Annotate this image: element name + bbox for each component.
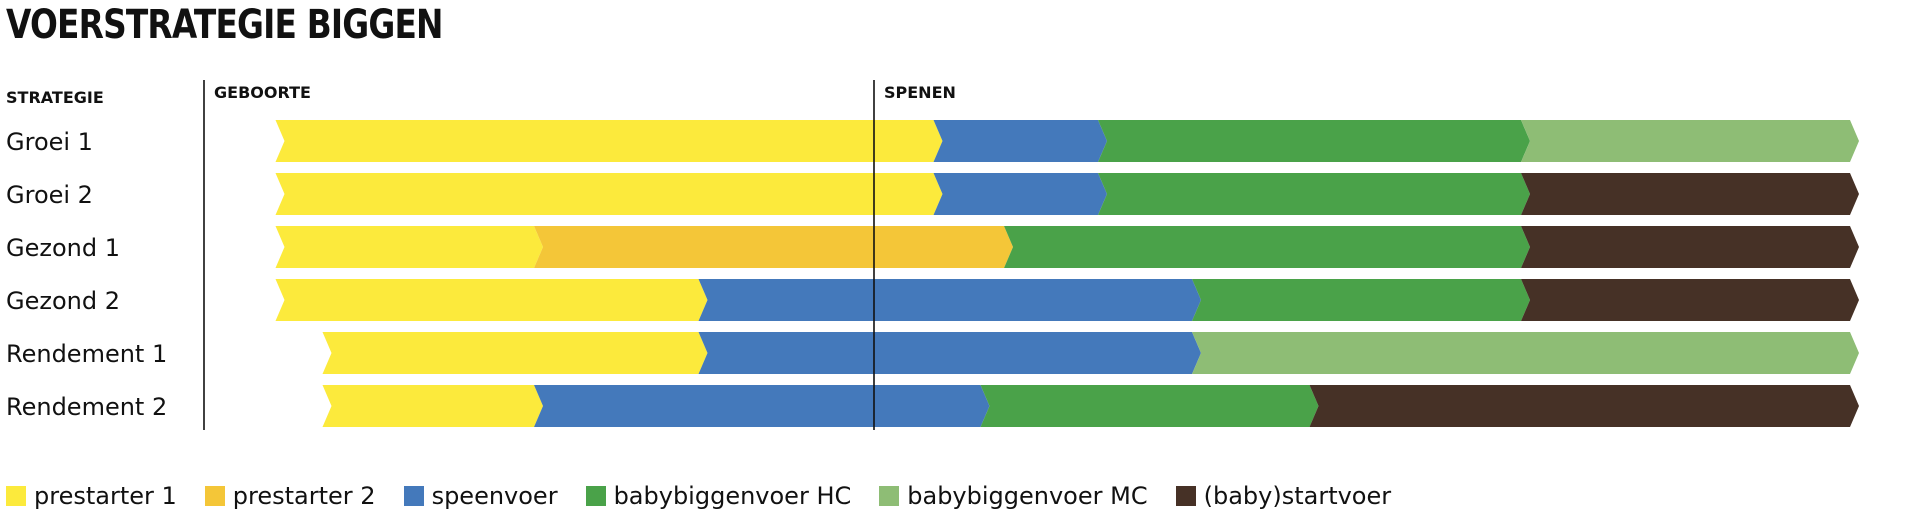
legend-label: (baby)startvoer (1203, 482, 1392, 510)
strategy-row: Rendement 1 (6, 332, 1859, 374)
row-label: Gezond 2 (6, 287, 120, 315)
bar-segment-speenvoer (534, 385, 990, 427)
legend-item: (baby)startvoer (1175, 482, 1392, 510)
legend-label: babybiggenvoer MC (907, 482, 1148, 510)
strategy-row: Groei 2 (6, 173, 1859, 215)
bar-segment-prestarter-1 (275, 173, 943, 215)
bar-segment-prestarter-1 (275, 226, 543, 268)
feeding-strategy-chart: STRATEGIE Groei 1 Groei 2 Gezond 1 Gezond 2… (6, 80, 1859, 430)
legend-swatch (585, 486, 606, 506)
marker-label: SPENEN (884, 83, 956, 102)
chart-title: VOERSTRATEGIE BIGGEN (6, 2, 444, 48)
row-label: Rendement 2 (6, 393, 167, 421)
legend-item: speenvoer (403, 482, 558, 510)
bar-segment-babybiggenvoer-hc (1098, 120, 1530, 162)
row-label: Rendement 1 (6, 340, 167, 368)
legend-item: babybiggenvoer MC (879, 482, 1148, 510)
bar-segment-baby-startvoer (1521, 279, 1859, 321)
bar-segment-babybiggenvoer-mc (1521, 120, 1859, 162)
strategy-row: Gezond 1 (6, 226, 1859, 268)
bar-segment-prestarter-1 (275, 279, 708, 321)
legend-swatch (1175, 486, 1196, 506)
bar-segment-babybiggenvoer-hc (1004, 226, 1530, 268)
milestone-markers: GEBOORTE SPENEN (203, 80, 956, 430)
bar-segment-prestarter-2 (534, 226, 1013, 268)
bar-segment-prestarter-1 (275, 120, 943, 162)
legend-label: babybiggenvoer HC (613, 482, 852, 510)
bar-segment-baby-startvoer (1521, 173, 1859, 215)
marker-label: GEBOORTE (214, 83, 311, 102)
strategy-row: Gezond 2 (6, 279, 1859, 321)
bar-segment-speenvoer (933, 173, 1107, 215)
legend: prestarter 1 prestarter 2 speenvoer babybig… (6, 480, 1419, 512)
legend-label: prestarter 1 (34, 482, 177, 510)
legend-swatch (6, 486, 26, 506)
bar-segment-babybiggenvoer-mc (1192, 332, 1859, 374)
strategy-row: Groei 1 (6, 120, 1859, 162)
row-label: Groei 1 (6, 128, 93, 156)
bar-segment-babybiggenvoer-hc (1192, 279, 1530, 321)
bar-segment-babybiggenvoer-hc (980, 385, 1319, 427)
bar-segment-baby-startvoer (1521, 226, 1859, 268)
bar-segment-prestarter-1 (322, 332, 708, 374)
strategy-row: Rendement 2 (6, 385, 1859, 427)
legend-label: speenvoer (431, 482, 558, 510)
bar-segment-babybiggenvoer-hc (1098, 173, 1530, 215)
bar-segment-speenvoer (698, 332, 1201, 374)
legend-label: prestarter 2 (232, 482, 376, 510)
bar-segment-speenvoer (933, 120, 1107, 162)
legend-swatch (204, 486, 225, 506)
legend-swatch (403, 486, 424, 506)
legend-item: prestarter 2 (204, 482, 376, 510)
row-label: Gezond 1 (6, 234, 120, 262)
bar-segment-speenvoer (698, 279, 1201, 321)
legend-item: babybiggenvoer HC (585, 482, 852, 510)
strategy-rows: Groei 1 Groei 2 Gezond 1 Gezond 2 Rendement … (6, 120, 1859, 427)
bar-segment-prestarter-1 (322, 385, 543, 427)
row-label: Groei 2 (6, 181, 93, 209)
bar-segment-baby-startvoer (1309, 385, 1859, 427)
row-header: STRATEGIE (6, 88, 104, 107)
legend-item: prestarter 1 (6, 482, 177, 510)
legend-swatch (879, 486, 900, 506)
